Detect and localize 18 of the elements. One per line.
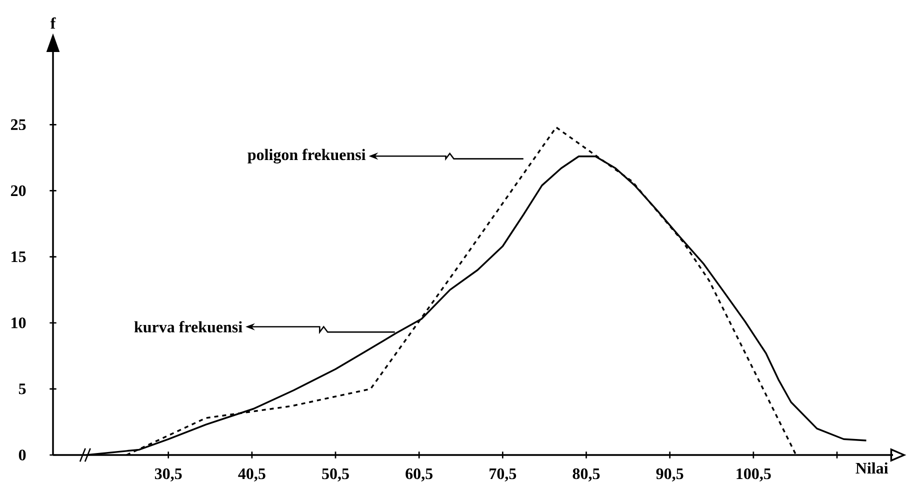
annotation: poligon frekuensi (248, 148, 366, 164)
x-axis-title: Nilai (856, 462, 888, 474)
y-tick-label: 5 (18, 384, 26, 394)
x-tick-label: 30,5 (154, 468, 182, 482)
x-tick-label: 70,5 (490, 468, 516, 482)
x-tick-label: 90,5 (656, 468, 684, 482)
x-tick-label: 80,5 (572, 468, 600, 482)
y-tick-label: 25 (10, 119, 26, 130)
y-axis-title: f (50, 17, 56, 29)
x-tick-label: 60,5 (406, 468, 432, 482)
y-tick-label: 0 (18, 450, 26, 460)
y-tick-label: 10 (12, 317, 26, 328)
annotation: kurva frekuensi (134, 321, 242, 332)
y-tick-label: 20 (10, 185, 26, 196)
y-tick-label: 15 (12, 251, 26, 262)
x-tick-label: 40,5 (238, 468, 266, 482)
x-tick-label: 50,5 (322, 468, 349, 482)
x-tick-label: 100,5 (736, 468, 771, 482)
